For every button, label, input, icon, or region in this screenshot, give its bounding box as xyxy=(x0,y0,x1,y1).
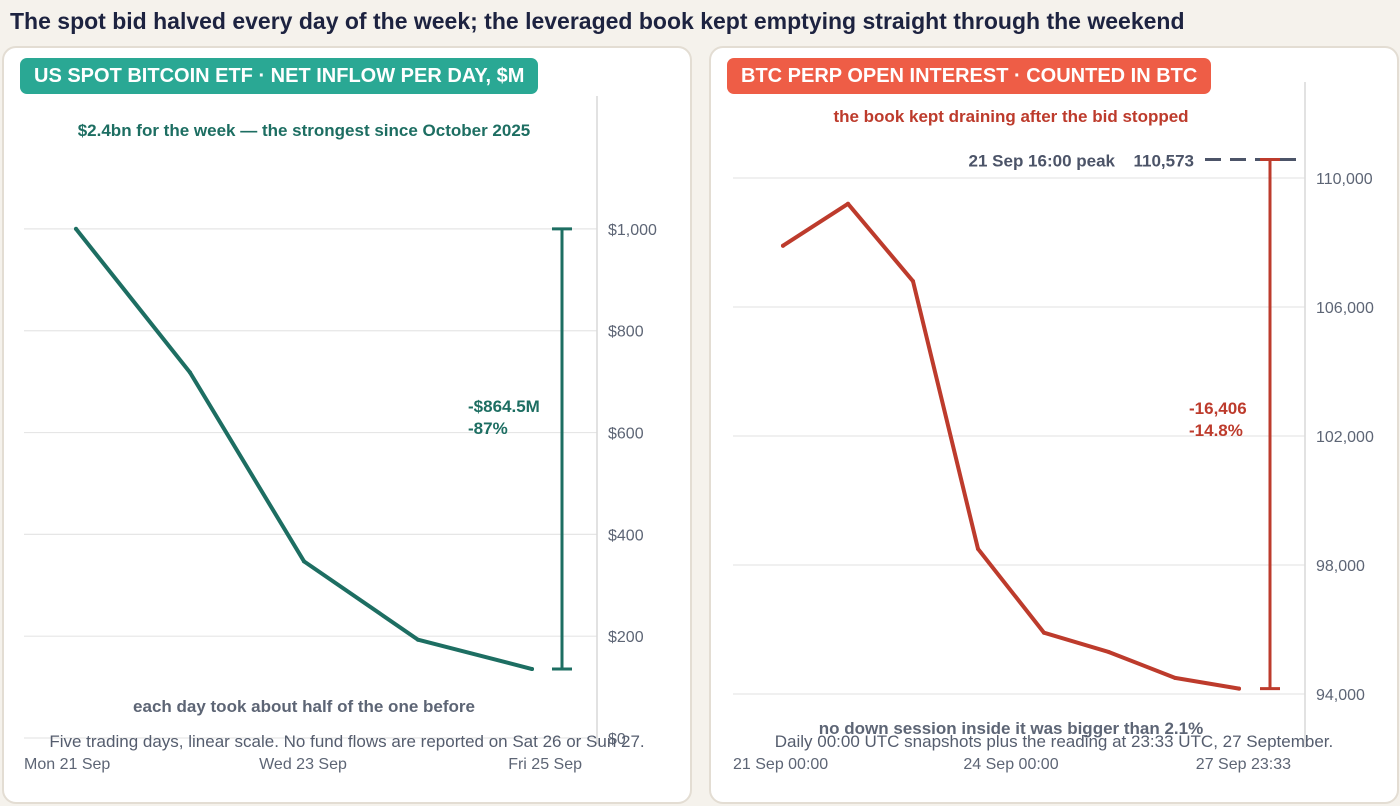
oi-y-tick-label: 102,000 xyxy=(1316,429,1374,446)
etf-y-tick-label: $200 xyxy=(608,629,644,646)
etf-note: each day took about half of the one befo… xyxy=(133,697,475,716)
oi-note: no down session inside it was bigger tha… xyxy=(819,719,1203,738)
oi-y-tick-label: 98,000 xyxy=(1316,558,1365,575)
oi-change-label-abs: -16,406 xyxy=(1189,399,1247,418)
oi-series-line xyxy=(781,201,1241,691)
etf-x-tick-label: Wed 23 Sep xyxy=(259,756,347,773)
oi-y-tick-label: 106,000 xyxy=(1316,300,1374,317)
oi-change-label-pct: -14.8% xyxy=(1189,421,1243,440)
etf-series-line xyxy=(74,226,534,672)
etf-subtitle: $2.4bn for the week — the strongest sinc… xyxy=(78,121,531,140)
oi-y-tick-label: 94,000 xyxy=(1316,687,1365,704)
page-headline: The spot bid halved every day of the wee… xyxy=(10,8,1185,34)
etf-x-tick-label: Fri 25 Sep xyxy=(508,756,582,773)
oi-data-point xyxy=(911,279,915,284)
etf-x-tick-label: Mon 21 Sep xyxy=(24,756,110,773)
oi-data-point xyxy=(846,201,850,206)
oi-data-point xyxy=(1042,630,1046,635)
etf-panel: $0 $200 $400 $600 $800 $1,000 $2.4bn for the w… xyxy=(2,46,692,804)
etf-change-label-abs: -$864.5M xyxy=(468,397,540,416)
etf-data-point xyxy=(530,667,534,672)
oi-caption: Daily 00:00 UTC snapshots plus the readi… xyxy=(774,732,1334,751)
oi-data-point xyxy=(1107,650,1111,655)
etf-y-tick-label: $1,000 xyxy=(608,222,657,239)
etf-caption: Five trading days, linear scale. No fund… xyxy=(49,732,645,751)
oi-chart-title: BTC PERP OPEN INTEREST · COUNTED IN BTC xyxy=(727,58,1212,94)
oi-data-point xyxy=(976,546,980,551)
etf-chart-title: US SPOT BITCOIN ETF · NET INFLOW PER DAY… xyxy=(20,58,539,94)
oi-data-point xyxy=(1237,686,1241,691)
etf-y-tick-label: $0 xyxy=(608,731,626,748)
oi-data-point xyxy=(1173,675,1177,680)
etf-data-point xyxy=(302,559,306,564)
etf-data-point xyxy=(416,637,420,642)
etf-change-label-pct: -87% xyxy=(468,419,508,438)
oi-data-point xyxy=(781,243,785,248)
etf-y-tick-label: $400 xyxy=(608,527,644,544)
oi-peak-label: 21 Sep 16:00 peak xyxy=(969,152,1116,171)
etf-y-tick-label: $600 xyxy=(608,426,644,443)
oi-subtitle: the book kept draining after the bid sto… xyxy=(833,107,1188,126)
oi-x-tick-label: 24 Sep 00:00 xyxy=(963,756,1058,773)
oi-peak-value: 110,573 xyxy=(1133,152,1194,171)
oi-panel: 94,000 98,000 102,000 106,000 110,000 the boo… xyxy=(709,46,1399,804)
oi-y-tick-label: 110,000 xyxy=(1316,171,1373,188)
etf-data-point xyxy=(74,226,78,231)
oi-x-tick-label: 21 Sep 00:00 xyxy=(733,756,828,773)
etf-y-tick-label: $800 xyxy=(608,324,644,341)
oi-chart: 94,000 98,000 102,000 106,000 110,000 the boo… xyxy=(733,82,1374,773)
etf-chart: $0 $200 $400 $600 $800 $1,000 $2.4bn for the w… xyxy=(24,96,657,773)
oi-x-tick-label: 27 Sep 23:33 xyxy=(1196,756,1291,773)
etf-data-point xyxy=(188,370,192,375)
